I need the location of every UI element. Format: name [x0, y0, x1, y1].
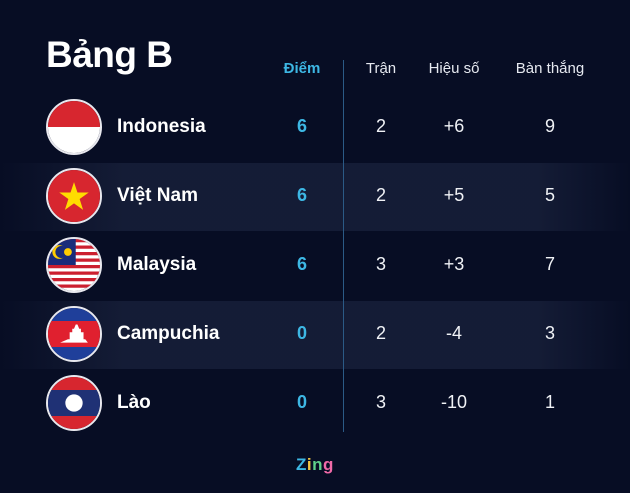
- table-row: Malaysia 6 3 +3 7: [0, 232, 630, 300]
- table-row: Lào 0 3 -10 1: [0, 370, 630, 438]
- goal-diff-value: +6: [443, 116, 465, 136]
- header-goals-for: Bàn thắng: [515, 60, 585, 77]
- malaysia-flag-icon: [46, 237, 102, 293]
- goals-for-value: 3: [544, 323, 556, 343]
- vietnam-flag-icon: [46, 168, 102, 224]
- points-value: 6: [296, 254, 308, 274]
- column-divider: [343, 60, 344, 432]
- played-value: 3: [375, 392, 387, 412]
- team-name: Campuchia: [117, 323, 220, 344]
- goal-diff-value: -10: [440, 392, 468, 412]
- cambodia-flag-icon: [46, 306, 102, 362]
- points-value: 6: [296, 185, 308, 205]
- table-row: Indonesia 6 2 +6 9: [0, 94, 630, 162]
- indonesia-flag-icon: [46, 99, 102, 155]
- zing-logo: Zing: [296, 455, 334, 474]
- goals-for-value: 1: [544, 392, 556, 412]
- header-played: Trận: [365, 60, 397, 77]
- points-value: 6: [296, 116, 308, 136]
- team-name: Indonesia: [117, 116, 206, 137]
- goal-diff-value: +3: [443, 254, 465, 274]
- points-value: 0: [296, 392, 308, 412]
- played-value: 3: [375, 254, 387, 274]
- header-points: Điểm: [283, 60, 321, 77]
- team-name: Malaysia: [117, 254, 197, 275]
- group-title: Bảng B: [46, 34, 173, 75]
- team-name: Việt Nam: [117, 185, 198, 206]
- header-goal-diff: Hiệu số: [428, 60, 480, 77]
- goal-diff-value: +5: [443, 185, 465, 205]
- played-value: 2: [375, 185, 387, 205]
- points-value: 0: [296, 323, 308, 343]
- team-name: Lào: [117, 392, 151, 413]
- goal-diff-value: -4: [445, 323, 463, 343]
- goals-for-value: 9: [544, 116, 556, 136]
- goals-for-value: 7: [544, 254, 556, 274]
- laos-flag-icon: [46, 375, 102, 431]
- table-row: Campuchia 0 2 -4 3: [0, 301, 630, 369]
- played-value: 2: [375, 116, 387, 136]
- table-row: Việt Nam 6 2 +5 5: [0, 163, 630, 231]
- played-value: 2: [375, 323, 387, 343]
- goals-for-value: 5: [544, 185, 556, 205]
